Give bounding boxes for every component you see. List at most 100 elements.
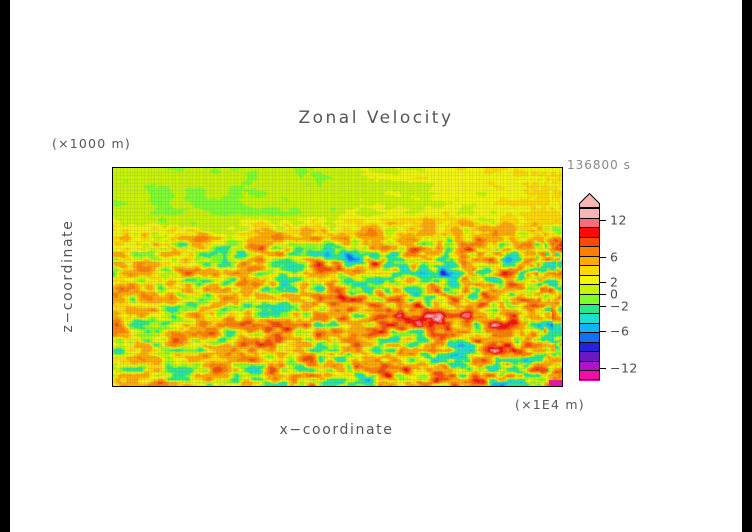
- colorbar-band: [579, 246, 600, 257]
- colorbar-band-separator: [579, 360, 600, 362]
- y-axis-minor-tick: [112, 378, 113, 379]
- colorbar-band: [579, 274, 600, 286]
- colorbar-band: [579, 208, 600, 219]
- colorbar-band-separator: [579, 294, 600, 295]
- colorbar[interactable]: [579, 208, 600, 381]
- x-axis-minor-tick: [339, 167, 340, 168]
- heatmap-plot-area[interactable]: 481216202428123456789101112: [112, 167, 563, 387]
- x-axis-minor-tick: [165, 386, 166, 387]
- y-axis-tick: [112, 183, 113, 184]
- plot-canvas: Zonal Velocity (×1000 m) 136800 s 481216…: [10, 0, 742, 532]
- y-axis-minor-tick: [562, 288, 563, 289]
- y-axis-minor-tick: [112, 288, 113, 289]
- y-axis-tick: [562, 333, 563, 334]
- x-axis-minor-tick: [130, 167, 131, 168]
- y-axis-tick: [112, 213, 113, 214]
- colorbar-tick-label: 0: [610, 286, 619, 302]
- colorbar-tick-label: −6: [610, 323, 630, 339]
- x-axis-tick: [461, 386, 462, 387]
- x-axis-tick: [496, 386, 497, 387]
- x-axis-minor-tick: [444, 386, 445, 387]
- timestamp-label: 136800 s: [567, 158, 631, 172]
- page-title: Zonal Velocity: [298, 108, 454, 128]
- colorbar-band: [579, 313, 600, 324]
- colorbar-band: [579, 255, 600, 266]
- x-axis-tick: [426, 167, 427, 168]
- colorbar-band-separator: [579, 370, 600, 372]
- colorbar-band: [579, 265, 600, 276]
- y-axis-tick: [112, 243, 113, 244]
- x-axis-tick: [322, 386, 323, 387]
- x-axis-tick: [391, 386, 392, 387]
- x-axis-tick: [252, 167, 253, 168]
- colorbar-band: [579, 303, 600, 314]
- x-axis-minor-tick: [270, 167, 271, 168]
- colorbar-band: [579, 227, 600, 238]
- x-axis-minor-tick: [235, 386, 236, 387]
- x-axis-tick: [217, 167, 218, 168]
- colorbar-band: [579, 360, 600, 372]
- x-axis-minor-tick: [513, 167, 514, 168]
- colorbar-band: [579, 332, 600, 343]
- y-axis-tick: [562, 303, 563, 304]
- colorbar-tick: [600, 306, 606, 308]
- x-axis-tick: [531, 167, 532, 168]
- colorbar-band-separator: [579, 341, 600, 343]
- y-axis-minor-tick: [562, 378, 563, 379]
- colorbar-tick: [600, 281, 606, 283]
- y-axis-unit-label: (×1000 m): [52, 136, 131, 151]
- y-axis-minor-tick: [562, 198, 563, 199]
- x-axis-minor-tick: [513, 386, 514, 387]
- x-axis-tick: [496, 167, 497, 168]
- colorbar-tick: [600, 294, 606, 295]
- y-axis-tick: [562, 363, 563, 364]
- y-axis-minor-tick: [562, 318, 563, 319]
- x-axis-tick: [426, 386, 427, 387]
- colorbar-band-separator: [579, 236, 600, 238]
- colorbar-band-separator: [579, 322, 600, 324]
- x-axis-minor-tick: [270, 386, 271, 387]
- colorbar-band-separator: [579, 274, 600, 276]
- colorbar-tick-label: 2: [610, 274, 619, 290]
- x-axis-minor-tick: [339, 386, 340, 387]
- x-axis-minor-tick: [478, 167, 479, 168]
- x-axis-minor-tick: [200, 386, 201, 387]
- colorbar-band-separator: [579, 246, 600, 248]
- x-axis-minor-tick: [409, 386, 410, 387]
- y-axis-tick: [562, 183, 563, 184]
- y-axis-minor-tick: [562, 228, 563, 229]
- x-axis-tick: [148, 167, 149, 168]
- x-axis-minor-tick: [200, 167, 201, 168]
- x-axis-minor-tick: [374, 386, 375, 387]
- x-axis-minor-tick: [165, 167, 166, 168]
- x-axis-minor-tick: [548, 167, 549, 168]
- colorbar-tick: [600, 257, 606, 259]
- colorbar-band-separator: [579, 351, 600, 353]
- right-edge-bar: [742, 0, 752, 532]
- y-axis-minor-tick: [562, 258, 563, 259]
- left-edge-bar: [0, 0, 10, 532]
- x-axis-tick: [183, 167, 184, 168]
- colorbar-band: [579, 351, 600, 362]
- x-axis-title: x−coordinate: [279, 422, 394, 438]
- x-axis-tick: [287, 386, 288, 387]
- y-axis-tick: [562, 273, 563, 274]
- colorbar-band-separator: [579, 303, 600, 305]
- x-axis-tick: [183, 386, 184, 387]
- colorbar-band: [579, 294, 600, 305]
- x-axis-unit-label: (×1E4 m): [515, 397, 585, 412]
- y-axis-minor-tick: [562, 348, 563, 349]
- colorbar-arrow-cap: [579, 192, 600, 208]
- colorbar-tick-label: −12: [610, 360, 638, 376]
- colorbar-band: [579, 322, 600, 333]
- y-axis-tick: [112, 303, 113, 304]
- x-axis-tick: [531, 386, 532, 387]
- x-axis-tick: [252, 386, 253, 387]
- velocity-field-canvas: [113, 168, 562, 386]
- x-axis-tick: [217, 386, 218, 387]
- colorbar-band-separator: [579, 313, 600, 315]
- colorbar-tick: [600, 220, 606, 222]
- x-axis-tick: [391, 167, 392, 168]
- x-axis-minor-tick: [409, 167, 410, 168]
- colorbar-band-separator: [579, 227, 600, 229]
